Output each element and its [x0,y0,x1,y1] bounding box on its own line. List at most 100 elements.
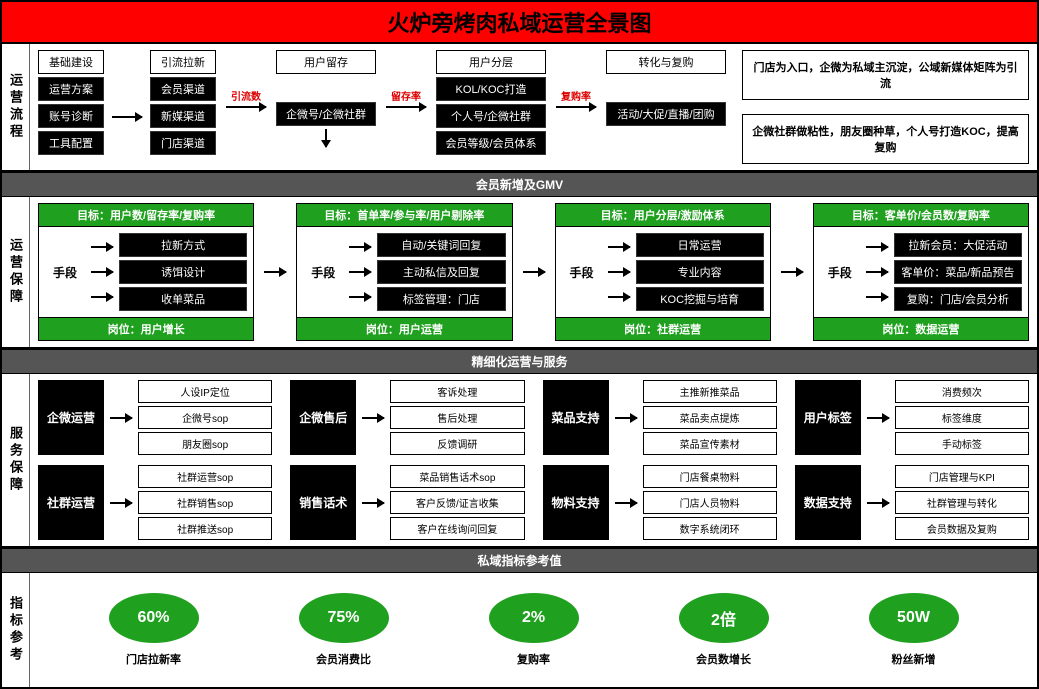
service-item: 标签维度 [895,406,1029,429]
arrow-icon [91,296,113,298]
section-service: 服务保障 企微运营人设IP定位企微号sop朋友圈sop社群运营社群运营sop社群… [2,374,1037,548]
box: 门店渠道 [150,131,216,155]
group-title: 销售话术 [290,465,356,540]
col2-header: 引流拉新 [150,50,216,74]
arrow-label: 留存率 [391,88,421,103]
item-box: 自动/关键词回复 [377,233,505,257]
card-body: 手段自动/关键词回复主动私信及回复标签管理：门店 [297,227,511,317]
box: 会员渠道 [150,77,216,101]
metric-value: 60% [109,593,199,643]
group-title: 企微售后 [290,380,356,455]
note: 企微社群做粘性，朋友圈种草，个人号打造KOC，提高复购 [742,114,1029,164]
card-body: 手段日常运营专业内容KOC挖掘与培育 [556,227,770,317]
arrow-icon [349,246,371,248]
metric: 75% 会员消费比 [299,593,389,667]
arrow-icon [110,502,132,504]
service-item: 社群推送sop [138,517,272,540]
role-footer: 岗位：用户运营 [297,317,511,340]
item-box: 客单价：菜品/新品预告 [894,260,1022,284]
means-label: 手段 [303,264,343,281]
item-box: 收单菜品 [119,287,247,311]
service-item: 社群管理与转化 [895,491,1029,514]
diagram-wrapper: 火炉旁烤肉私域运营全景图 运营流程 基础建设 运营方案 账号诊断 工具配置 引流… [0,0,1039,689]
item-box: 标签管理：门店 [377,287,505,311]
arrow-label: 复购率 [561,88,591,103]
metric-value: 50W [869,593,959,643]
arrow-icon [362,417,384,419]
service-group: 用户标签消费频次标签维度手动标签 [795,380,1029,455]
item-box: 专业内容 [636,260,764,284]
guarantee-card: 目标：用户分层/激励体系手段日常运营专业内容KOC挖掘与培育岗位：社群运营 [555,203,771,341]
metric-label: 门店拉新率 [126,651,181,667]
service-item: 朋友圈sop [138,432,272,455]
goal-header: 目标：客单价/会员数/复购率 [814,204,1028,227]
box: 账号诊断 [38,104,104,128]
means-label: 手段 [562,264,602,281]
col5-header: 转化与复购 [606,50,726,74]
arrow-icon [867,502,889,504]
arrow-icon [608,246,630,248]
arrow-icon [349,296,371,298]
service-item: 人设IP定位 [138,380,272,403]
service-group: 企微售后客诉处理售后处理反馈调研 [290,380,524,455]
arrow-icon [781,271,803,273]
service-item: 数字系统闭环 [643,517,777,540]
arrow-icon [608,271,630,273]
arrow-icon [866,246,888,248]
guarantee-card: 目标：客单价/会员数/复购率手段拉新会员：大促活动客单价：菜品/新品预告复购：门… [813,203,1029,341]
arrow-icon [91,271,113,273]
service-item: 售后处理 [390,406,524,429]
col4-header: 用户分层 [436,50,546,74]
goal-header: 目标：用户数/留存率/复购率 [39,204,253,227]
service-item: 手动标签 [895,432,1029,455]
group-title: 数据支持 [795,465,861,540]
service-item: 门店人员物料 [643,491,777,514]
service-item: 门店餐桌物料 [643,465,777,488]
service-item: 主推新推菜品 [643,380,777,403]
arrow-icon [556,106,596,108]
arrow-icon [615,502,637,504]
goal-header: 目标：用户分层/激励体系 [556,204,770,227]
section2-label: 运营保障 [2,197,30,347]
service-item: 客户在线询问回复 [390,517,524,540]
note: 门店为入口，企微为私域主沉淀，公域新媒体矩阵为引流 [742,50,1029,100]
col1-header: 基础建设 [38,50,104,74]
service-item: 社群运营sop [138,465,272,488]
metric: 2%复购率 [489,593,579,667]
service-item: 门店管理与KPI [895,465,1029,488]
service-item: 菜品卖点提炼 [643,406,777,429]
item-box: KOC挖掘与培育 [636,287,764,311]
service-item: 菜品销售话术sop [390,465,524,488]
arrow-icon [867,417,889,419]
main-title: 火炉旁烤肉私域运营全景图 [2,2,1037,44]
section4-label: 指标参考 [2,573,30,687]
arrow-icon [110,417,132,419]
arrow-icon [112,116,142,118]
service-item: 客户反馈/证言收集 [390,491,524,514]
arrow-icon [91,246,113,248]
arrow-icon [264,271,286,273]
item-box: 拉新方式 [119,233,247,257]
metric-label: 会员消费比 [316,651,371,667]
section-process: 运营流程 基础建设 运营方案 账号诊断 工具配置 引流拉新 会员渠道 新媒渠道 … [2,44,1037,172]
goal-header: 目标：首单率/参与率/用户剔除率 [297,204,511,227]
arrow-icon [615,417,637,419]
service-group: 菜品支持主推新推菜品菜品卖点提炼菜品宣传素材 [543,380,777,455]
metric-value: 75% [299,593,389,643]
metric-label: 会员数增长 [696,651,751,667]
section-guarantee: 运营保障 目标：用户数/留存率/复购率手段拉新方式诱饵设计收单菜品岗位：用户增长… [2,197,1037,349]
metric: 60% 门店拉新率 [109,593,199,667]
arrow-icon [866,271,888,273]
arrow-label: 引流数 [231,88,261,103]
item-box: 复购：门店/会员分析 [894,287,1022,311]
guarantee-card: 目标：用户数/留存率/复购率手段拉新方式诱饵设计收单菜品岗位：用户增长 [38,203,254,341]
arrow-icon [226,106,266,108]
service-group: 数据支持门店管理与KPI社群管理与转化会员数据及复购 [795,465,1029,540]
arrow-icon [608,296,630,298]
metric-value: 2倍 [679,593,769,643]
box: 个人号/企微社群 [436,104,546,128]
group-title: 物料支持 [543,465,609,540]
card-body: 手段拉新会员：大促活动客单价：菜品/新品预告复购：门店/会员分析 [814,227,1028,317]
item-box: 拉新会员：大促活动 [894,233,1022,257]
group-title: 社群运营 [38,465,104,540]
